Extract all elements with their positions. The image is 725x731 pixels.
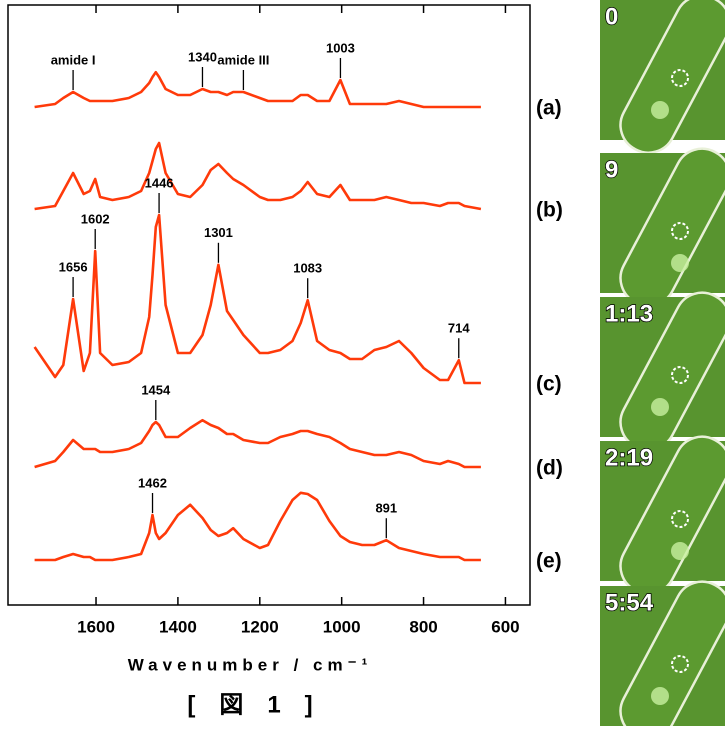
microscopy-panel: 2:19: [600, 435, 725, 595]
time-label: 1:13: [605, 300, 653, 327]
laser-spot: [671, 222, 689, 240]
spectrum-line: [34, 491, 481, 562]
series-label: (b): [536, 199, 563, 222]
x-tick-label: 1400: [159, 617, 197, 636]
annotation-label: amide III: [217, 52, 269, 67]
series-label: (a): [536, 97, 562, 120]
plot-frame: [7, 4, 531, 606]
cell-spot: [671, 254, 689, 272]
laser-spot: [671, 366, 689, 384]
annotation-label: 1454: [141, 382, 171, 397]
spectrum-line: [34, 418, 481, 469]
microscopy-panel: 9: [600, 147, 725, 307]
laser-spot: [671, 510, 689, 528]
time-label: 0: [605, 3, 618, 30]
series-label: (c): [536, 373, 562, 396]
spectrum-line: [33, 213, 481, 385]
x-axis-label: Wavenumber / cm⁻¹: [128, 655, 373, 674]
cell-outline: [619, 0, 725, 154]
x-tick-label: 1600: [77, 617, 115, 636]
spectrum-line: [34, 70, 481, 109]
time-label: 9: [605, 156, 618, 183]
annotation-label: 1462: [138, 475, 167, 490]
annotation-label: 1340: [188, 49, 217, 64]
cell-spot: [651, 101, 669, 119]
cell-outline: [619, 580, 725, 731]
cell-spot: [651, 398, 669, 416]
microscopy-panel: 5:54: [600, 580, 725, 731]
x-tick-label: 1200: [241, 617, 279, 636]
annotation-label: 1656: [59, 259, 88, 274]
annotation-label: 714: [448, 321, 470, 336]
x-tick-label: 1000: [323, 617, 361, 636]
microscopy-panel: 1:13: [600, 291, 725, 451]
x-tick-label: 600: [491, 617, 519, 636]
laser-spot: [671, 655, 689, 673]
annotation-label: 1301: [204, 225, 233, 240]
time-label: 2:19: [605, 444, 653, 471]
spectrum-line: [34, 141, 482, 211]
annotation-label: 1003: [326, 40, 355, 55]
time-label: 5:54: [605, 589, 654, 616]
x-tick-label: 800: [409, 617, 437, 636]
series-label: (e): [536, 550, 562, 573]
cell-spot: [651, 687, 669, 705]
annotation-label: amide I: [51, 52, 96, 67]
figure-caption: [ 図 1 ]: [187, 691, 312, 718]
annotation-label: 1446: [145, 175, 174, 190]
annotation-label: 1602: [81, 211, 110, 226]
series-label: (d): [536, 457, 563, 480]
cell-spot: [671, 542, 689, 560]
microscopy-panel: 0: [600, 0, 725, 154]
annotation-label: 1083: [293, 261, 322, 276]
laser-spot: [671, 69, 689, 87]
annotation-label: 891: [375, 501, 397, 516]
